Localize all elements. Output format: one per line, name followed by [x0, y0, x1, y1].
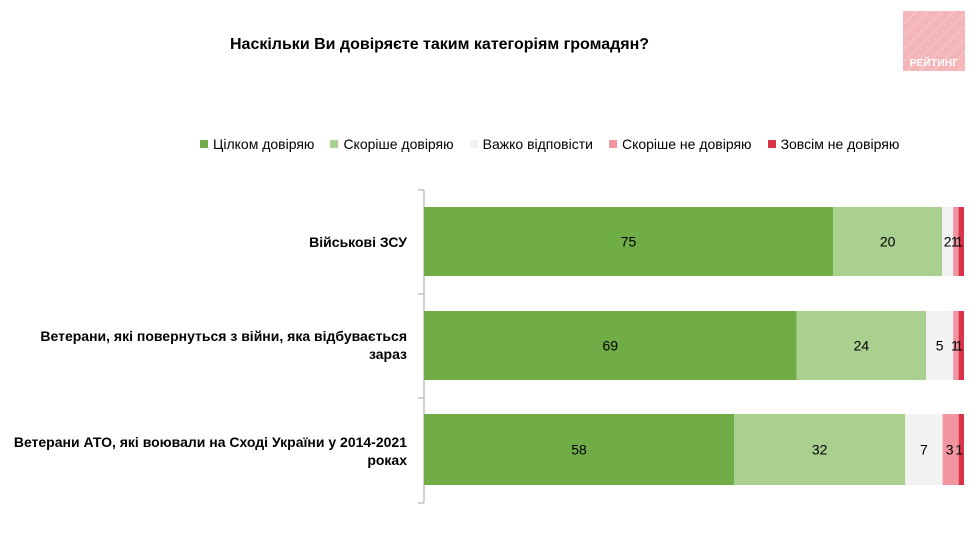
legend-swatch — [200, 140, 208, 148]
legend-swatch — [608, 140, 617, 148]
legend-item-rather-trust: Скоріше довіряю — [330, 136, 454, 152]
data-label: 5 — [936, 338, 944, 354]
rating-logo: РЕЙТИНГ — [903, 11, 965, 71]
bar-segment — [796, 311, 927, 380]
legend-item-hard-to-say: Важко відповісти — [469, 136, 593, 152]
category-label-zsu: Військові ЗСУ — [309, 234, 407, 250]
category-label-ato-veterans: Ветерани АТО, які воювали на Сході Украї… — [13, 434, 407, 468]
data-label: 3 — [946, 442, 954, 458]
legend-item-rather-distrust: Скоріше не довіряю — [608, 136, 752, 152]
bar-segment — [424, 414, 735, 485]
chart-legend: Цілком довіряю Скоріше довіряю Важко від… — [200, 136, 915, 152]
chart-title: Наскільки Ви довіряєте таким категоріям … — [230, 36, 650, 53]
bar-segment — [958, 311, 964, 380]
data-label: 32 — [812, 442, 828, 458]
data-label: 7 — [920, 442, 928, 458]
bar-segment — [424, 207, 834, 276]
bar-segment — [942, 414, 959, 485]
bar-segment — [905, 414, 943, 485]
legend-swatch — [767, 140, 776, 148]
logo-text: РЕЙТИНГ — [909, 58, 959, 69]
legend-label: Скоріше не довіряю — [621, 136, 752, 152]
data-label: 1 — [955, 338, 963, 354]
bar-segment — [942, 207, 954, 276]
bar-segment — [734, 414, 906, 485]
bar-segment — [958, 414, 964, 485]
legend-label: Зовсім не довіряю — [780, 136, 900, 152]
bar-segment — [953, 311, 959, 380]
legend-item-full-distrust: Зовсім не довіряю — [767, 136, 900, 152]
bar-segment — [833, 207, 943, 276]
bar-segment — [926, 311, 954, 380]
data-label: 69 — [603, 338, 619, 354]
bar-segment — [958, 207, 964, 276]
legend-swatch — [330, 140, 339, 148]
bar-segment — [953, 207, 959, 276]
legend-label: Скоріше довіряю — [343, 136, 454, 152]
bar-segment — [424, 311, 797, 380]
logo-pattern — [903, 11, 965, 71]
data-label: 58 — [571, 442, 587, 458]
legend-item-full-trust: Цілком довіряю — [200, 136, 314, 152]
data-label: 2 — [944, 234, 952, 250]
data-label: 1 — [955, 234, 963, 250]
legend-swatch — [469, 140, 478, 148]
data-label: 75 — [621, 234, 637, 250]
data-label: 20 — [880, 234, 896, 250]
data-label: 1 — [955, 442, 963, 458]
data-label: 24 — [854, 338, 870, 354]
data-label: 1 — [951, 234, 959, 250]
category-label-future-veterans: Ветерани, які повернуться з війни, яка в… — [40, 328, 407, 362]
legend-label: Цілком довіряю — [213, 136, 315, 152]
data-label: 1 — [951, 338, 959, 354]
legend-label: Важко відповісти — [482, 136, 593, 152]
